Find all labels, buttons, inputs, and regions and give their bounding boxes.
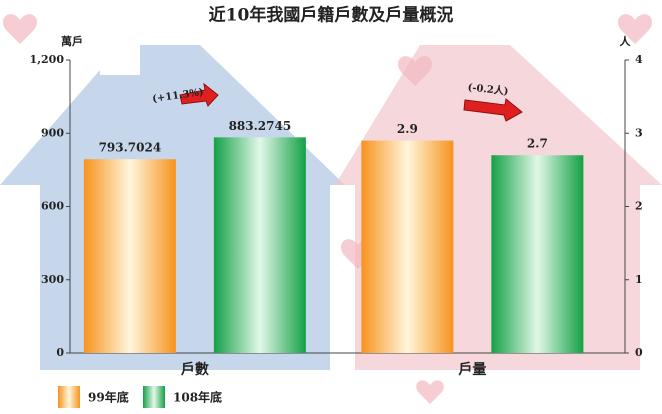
y-tick-label: 1,200 — [30, 53, 65, 66]
value-label: 793.7024 — [99, 141, 162, 155]
arrow — [463, 98, 523, 122]
y-axis-label: 萬戶 — [61, 34, 83, 48]
bar — [213, 137, 306, 353]
annotation: (-0.2人) — [467, 80, 509, 97]
value-label: 883.2745 — [229, 119, 292, 133]
y2-tick-label: 1 — [635, 273, 643, 286]
y2-tick-label: 3 — [635, 126, 643, 139]
value-label: 2.7 — [527, 137, 548, 151]
chart-title: 近10年我國戶籍戶數及戶量概況 — [209, 5, 454, 26]
bar — [491, 155, 584, 353]
legend-swatch — [143, 386, 165, 408]
legend-label: 99年底 — [88, 390, 129, 405]
y2-axis-label: 人 — [620, 34, 632, 48]
heart — [416, 380, 444, 404]
bar — [83, 159, 176, 353]
y2-tick-label: 0 — [635, 346, 643, 359]
y-tick-label: 0 — [56, 346, 64, 359]
x-tick-label: 戶數 — [181, 361, 209, 378]
value-label: 2.9 — [397, 122, 418, 136]
x-tick-label: 戶量 — [458, 361, 486, 378]
arrow — [179, 82, 219, 107]
legend-swatch — [58, 386, 80, 408]
legend-label: 108年底 — [173, 390, 222, 405]
y-tick-label: 900 — [41, 126, 64, 139]
bar — [361, 140, 454, 353]
y-tick-label: 600 — [41, 200, 64, 213]
y2-tick-label: 4 — [635, 53, 643, 66]
y-tick-label: 300 — [41, 273, 64, 286]
y2-tick-label: 2 — [635, 200, 643, 213]
heart — [617, 14, 653, 45]
heart — [2, 14, 38, 45]
heart — [397, 56, 433, 86]
